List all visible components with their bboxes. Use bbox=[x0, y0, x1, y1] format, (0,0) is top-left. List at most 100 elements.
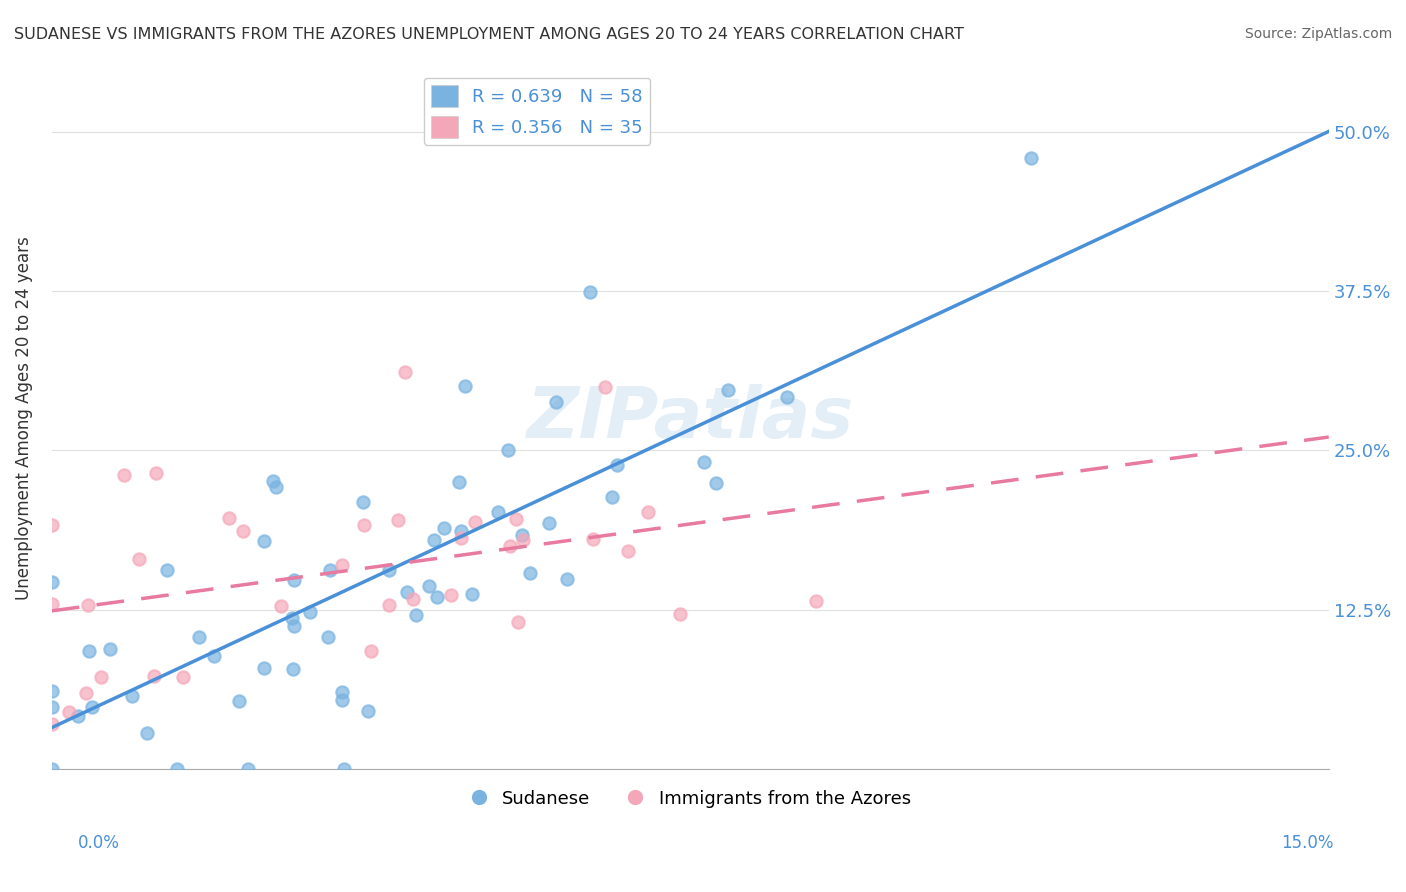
Point bbox=[98, 641, 121, 656]
Point bbox=[319, 563, 342, 577]
Point bbox=[232, 524, 254, 538]
Point bbox=[41, 700, 63, 714]
Point bbox=[75, 686, 97, 700]
Point bbox=[283, 573, 305, 587]
Text: ZIPatlas: ZIPatlas bbox=[527, 384, 853, 453]
Point bbox=[402, 591, 425, 606]
Point bbox=[283, 662, 305, 676]
Point bbox=[405, 608, 427, 623]
Point bbox=[717, 384, 740, 398]
Y-axis label: Unemployment Among Ages 20 to 24 years: Unemployment Among Ages 20 to 24 years bbox=[15, 236, 32, 600]
Text: 15.0%: 15.0% bbox=[1281, 834, 1334, 852]
Point bbox=[262, 474, 284, 488]
Point bbox=[228, 694, 250, 708]
Point bbox=[600, 490, 623, 504]
Point bbox=[360, 644, 382, 658]
Point bbox=[270, 599, 292, 613]
Point bbox=[266, 480, 288, 494]
Point bbox=[450, 531, 472, 545]
Point bbox=[418, 579, 440, 593]
Point bbox=[706, 475, 728, 490]
Point bbox=[145, 466, 167, 480]
Point bbox=[41, 684, 63, 698]
Point bbox=[316, 630, 339, 644]
Point bbox=[512, 533, 534, 547]
Point bbox=[593, 380, 616, 394]
Point bbox=[496, 442, 519, 457]
Point bbox=[143, 669, 166, 683]
Point bbox=[394, 366, 416, 380]
Point bbox=[439, 589, 461, 603]
Point bbox=[253, 534, 276, 549]
Point bbox=[486, 505, 509, 519]
Point bbox=[77, 643, 100, 657]
Point bbox=[693, 455, 716, 469]
Point bbox=[188, 630, 211, 644]
Point bbox=[579, 285, 602, 300]
Point bbox=[332, 685, 354, 699]
Point bbox=[512, 528, 534, 542]
Point bbox=[41, 762, 63, 776]
Point bbox=[218, 510, 240, 524]
Point bbox=[283, 618, 305, 632]
Point bbox=[41, 575, 63, 590]
Point bbox=[156, 563, 179, 577]
Point bbox=[378, 599, 401, 613]
Point bbox=[454, 379, 477, 393]
Point bbox=[41, 716, 63, 731]
Point bbox=[281, 611, 304, 625]
Point bbox=[395, 585, 418, 599]
Point bbox=[499, 539, 522, 553]
Point bbox=[668, 607, 690, 621]
Text: SUDANESE VS IMMIGRANTS FROM THE AZORES UNEMPLOYMENT AMONG AGES 20 TO 24 YEARS CO: SUDANESE VS IMMIGRANTS FROM THE AZORES U… bbox=[14, 27, 965, 42]
Point bbox=[357, 704, 380, 718]
Point bbox=[128, 551, 150, 566]
Point bbox=[238, 762, 260, 776]
Point bbox=[449, 475, 471, 490]
Point bbox=[606, 458, 628, 472]
Point bbox=[112, 468, 135, 483]
Point bbox=[775, 390, 797, 404]
Point bbox=[538, 516, 561, 531]
Point bbox=[506, 615, 529, 630]
Point bbox=[433, 521, 456, 535]
Point bbox=[1019, 151, 1042, 165]
Point bbox=[378, 563, 401, 577]
Point bbox=[136, 726, 159, 740]
Point bbox=[637, 506, 659, 520]
Point bbox=[253, 661, 276, 675]
Point bbox=[121, 689, 143, 703]
Point bbox=[450, 524, 472, 539]
Point bbox=[172, 669, 194, 683]
Point bbox=[505, 512, 527, 526]
Point bbox=[519, 566, 541, 580]
Point bbox=[76, 599, 98, 613]
Point bbox=[166, 762, 188, 776]
Point bbox=[330, 558, 353, 572]
Point bbox=[352, 495, 374, 509]
Point bbox=[557, 572, 579, 586]
Point bbox=[582, 532, 605, 546]
Point bbox=[423, 533, 446, 548]
Point bbox=[332, 693, 354, 707]
Point bbox=[41, 518, 63, 533]
Point bbox=[617, 544, 640, 558]
Point bbox=[202, 649, 225, 664]
Legend: Sudanese, Immigrants from the Azores: Sudanese, Immigrants from the Azores bbox=[463, 783, 918, 815]
Point bbox=[333, 762, 356, 776]
Point bbox=[426, 590, 449, 604]
Point bbox=[464, 516, 486, 530]
Point bbox=[66, 709, 89, 723]
Point bbox=[90, 670, 112, 684]
Text: 0.0%: 0.0% bbox=[77, 834, 120, 852]
Point bbox=[58, 705, 80, 719]
Point bbox=[804, 594, 827, 608]
Point bbox=[80, 700, 103, 714]
Point bbox=[387, 513, 409, 527]
Point bbox=[353, 517, 375, 532]
Point bbox=[544, 395, 567, 409]
Point bbox=[299, 606, 322, 620]
Point bbox=[461, 587, 484, 601]
Text: Source: ZipAtlas.com: Source: ZipAtlas.com bbox=[1244, 27, 1392, 41]
Point bbox=[41, 597, 63, 611]
